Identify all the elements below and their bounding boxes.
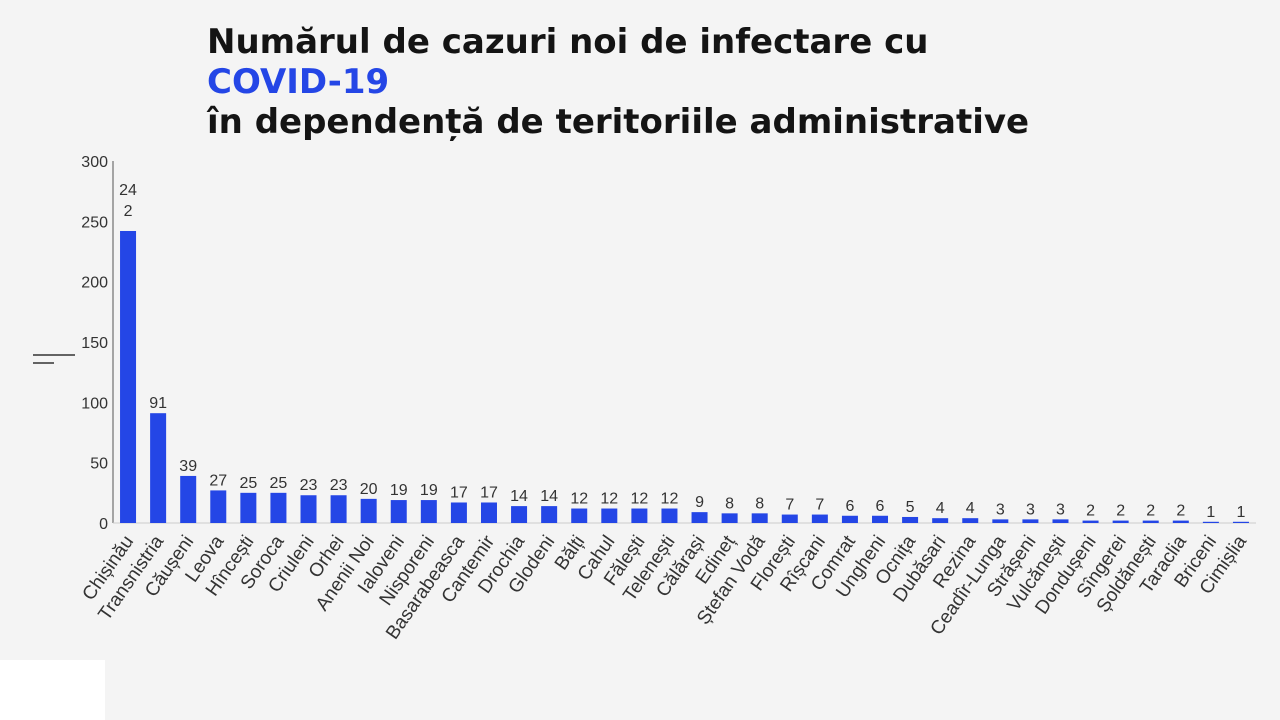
bar <box>1202 521 1219 523</box>
data-label: 12 <box>661 491 679 508</box>
bars <box>120 230 1249 523</box>
data-label: 1 <box>1237 504 1246 521</box>
bar <box>450 502 467 523</box>
bar <box>420 500 437 523</box>
data-label: 23 <box>300 477 318 494</box>
data-label: 91 <box>149 395 167 412</box>
bar <box>1112 520 1129 523</box>
data-label: 6 <box>845 498 854 515</box>
y-tick-label: 100 <box>81 395 108 412</box>
bar <box>992 519 1009 523</box>
legend-marker <box>33 354 75 364</box>
data-label: 39 <box>179 458 197 475</box>
data-label: 3 <box>1056 501 1065 518</box>
bar <box>691 512 708 523</box>
data-label: 5 <box>906 499 915 516</box>
data-label: 4 <box>936 500 945 517</box>
bar <box>541 506 558 523</box>
data-label: 14 <box>540 488 558 505</box>
chart-title: Numărul de cazuri noi de infectare cu CO… <box>207 22 1029 142</box>
data-label: 3 <box>1026 501 1035 518</box>
bar <box>210 490 227 523</box>
bar <box>932 518 949 523</box>
bar <box>360 498 377 523</box>
corner-patch <box>0 660 105 720</box>
data-label: 17 <box>480 484 498 501</box>
bar <box>751 513 768 523</box>
bar <box>811 514 828 523</box>
data-label: 6 <box>876 498 885 515</box>
data-label: 2 <box>1116 503 1125 520</box>
bar <box>1142 520 1159 523</box>
bar <box>1232 521 1249 523</box>
bar <box>480 502 497 523</box>
data-label: 25 <box>270 475 288 492</box>
data-label: 8 <box>725 495 734 512</box>
data-label: 14 <box>510 488 528 505</box>
bar <box>841 515 858 523</box>
bar <box>1172 520 1189 523</box>
data-label: 8 <box>755 495 764 512</box>
bar <box>1082 520 1099 523</box>
data-label: 17 <box>450 484 468 501</box>
bar <box>721 513 738 523</box>
bar <box>872 515 889 523</box>
data-label: 4 <box>966 500 975 517</box>
data-label: 19 <box>390 482 408 499</box>
data-label: 19 <box>420 482 438 499</box>
bar <box>962 518 979 523</box>
data-label: 23 <box>330 477 348 494</box>
bar <box>150 413 167 523</box>
bar <box>1022 519 1039 523</box>
title-line-1: Numărul de cazuri noi de infectare cu <box>207 22 929 62</box>
y-tick-label: 50 <box>90 456 108 473</box>
bar <box>180 475 197 523</box>
bar <box>330 495 347 523</box>
y-tick-label: 150 <box>81 335 108 352</box>
y-tick-label: 300 <box>81 154 108 171</box>
data-label: 9 <box>695 494 704 511</box>
bar <box>631 508 648 523</box>
y-axis: 0 50 100 150 200 250 300 <box>81 154 1256 533</box>
data-label: 12 <box>600 491 618 508</box>
data-label: 1 <box>1206 504 1215 521</box>
bar <box>661 508 678 523</box>
y-tick-label: 0 <box>99 516 108 533</box>
bar <box>902 516 919 523</box>
data-label: 24 2 <box>119 182 137 220</box>
data-label: 2 <box>1176 503 1185 520</box>
bar <box>511 506 528 523</box>
bar <box>781 514 798 523</box>
title-line-3: în dependență de teritoriile administrat… <box>207 102 1030 142</box>
data-label: 7 <box>785 497 794 514</box>
bar <box>390 500 407 523</box>
data-label: 27 <box>209 472 227 489</box>
title-line-2: COVID-19 <box>207 62 390 102</box>
data-label: 12 <box>570 491 588 508</box>
bar <box>571 508 588 523</box>
data-label: 25 <box>239 475 257 492</box>
y-tick-label: 250 <box>81 214 108 231</box>
data-label: 12 <box>630 491 648 508</box>
bar <box>240 492 257 523</box>
data-label: 2 <box>1146 503 1155 520</box>
bar <box>300 495 317 523</box>
data-label: 7 <box>815 497 824 514</box>
x-axis-labels: ChișinăuTransnistriaCăușeniLeovaHîncești… <box>79 531 1252 643</box>
bar <box>120 230 137 523</box>
bar <box>270 492 287 523</box>
data-label: 20 <box>360 481 378 498</box>
bar <box>1052 519 1069 523</box>
data-label: 3 <box>996 501 1005 518</box>
y-tick-label: 200 <box>81 275 108 292</box>
data-label: 2 <box>1086 503 1095 520</box>
bar <box>601 508 618 523</box>
